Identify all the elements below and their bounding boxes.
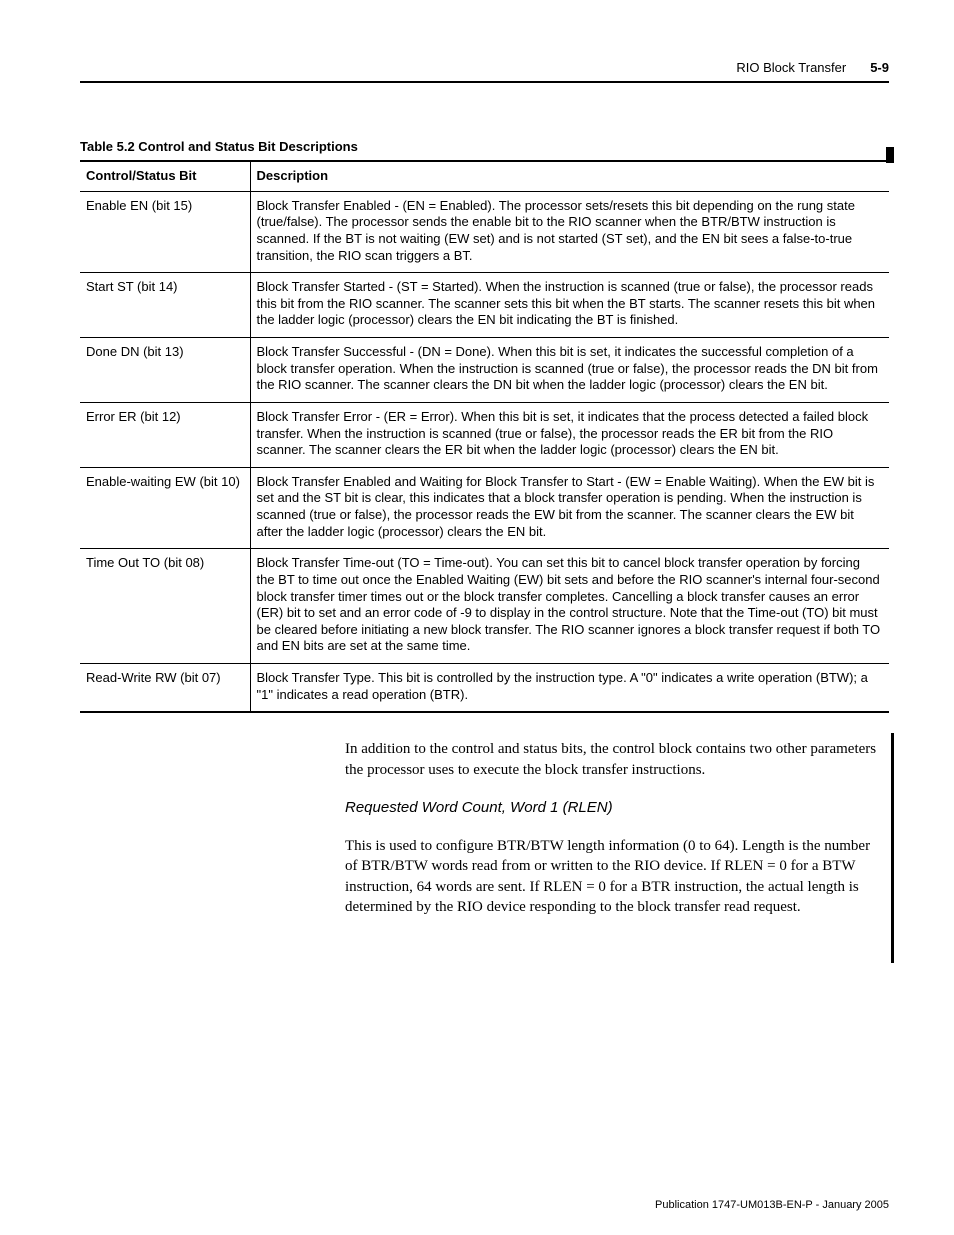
paragraph: This is used to configure BTR/BTW length… [345, 836, 881, 917]
change-bar-tick [886, 147, 894, 163]
publication-footer: Publication 1747-UM013B-EN-P - January 2… [655, 1199, 889, 1211]
desc-cell: Block Transfer Error - (ER = Error). Whe… [250, 402, 889, 467]
change-bar [891, 733, 894, 963]
bit-cell: Enable-waiting EW (bit 10) [80, 467, 250, 549]
subheading: Requested Word Count, Word 1 (RLEN) [345, 798, 881, 818]
desc-cell: Block Transfer Successful - (DN = Done).… [250, 338, 889, 403]
bit-cell: Enable EN (bit 15) [80, 191, 250, 273]
bit-cell: Done DN (bit 13) [80, 338, 250, 403]
table-row: Time Out TO (bit 08) Block Transfer Time… [80, 549, 889, 664]
desc-cell: Block Transfer Type. This bit is control… [250, 664, 889, 713]
table-row: Read-Write RW (bit 07) Block Transfer Ty… [80, 664, 889, 713]
header-title: RIO Block Transfer [736, 60, 846, 75]
header-page-number: 5-9 [870, 60, 889, 75]
table-row: Enable-waiting EW (bit 10) Block Transfe… [80, 467, 889, 549]
table-row: Error ER (bit 12) Block Transfer Error -… [80, 402, 889, 467]
table-row: Start ST (bit 14) Block Transfer Started… [80, 273, 889, 338]
table-header-row: Control/Status Bit Description [80, 161, 889, 191]
desc-cell: Block Transfer Enabled - (EN = Enabled).… [250, 191, 889, 273]
table-row: Done DN (bit 13) Block Transfer Successf… [80, 338, 889, 403]
bit-cell: Time Out TO (bit 08) [80, 549, 250, 664]
bit-cell: Start ST (bit 14) [80, 273, 250, 338]
running-header: RIO Block Transfer 5-9 [80, 60, 889, 83]
table-row: Enable EN (bit 15) Block Transfer Enable… [80, 191, 889, 273]
col-header-description: Description [250, 161, 889, 191]
col-header-bit: Control/Status Bit [80, 161, 250, 191]
desc-cell: Block Transfer Time-out (TO = Time-out).… [250, 549, 889, 664]
table-caption: Table 5.2 Control and Status Bit Descrip… [80, 139, 889, 154]
desc-cell: Block Transfer Started - (ST = Started).… [250, 273, 889, 338]
control-status-bits-table: Control/Status Bit Description Enable EN… [80, 160, 889, 713]
body-text-block: In addition to the control and status bi… [345, 739, 881, 917]
bit-cell: Read-Write RW (bit 07) [80, 664, 250, 713]
page-content: RIO Block Transfer 5-9 Table 5.2 Control… [0, 0, 954, 917]
desc-cell: Block Transfer Enabled and Waiting for B… [250, 467, 889, 549]
bit-cell: Error ER (bit 12) [80, 402, 250, 467]
paragraph: In addition to the control and status bi… [345, 739, 881, 780]
